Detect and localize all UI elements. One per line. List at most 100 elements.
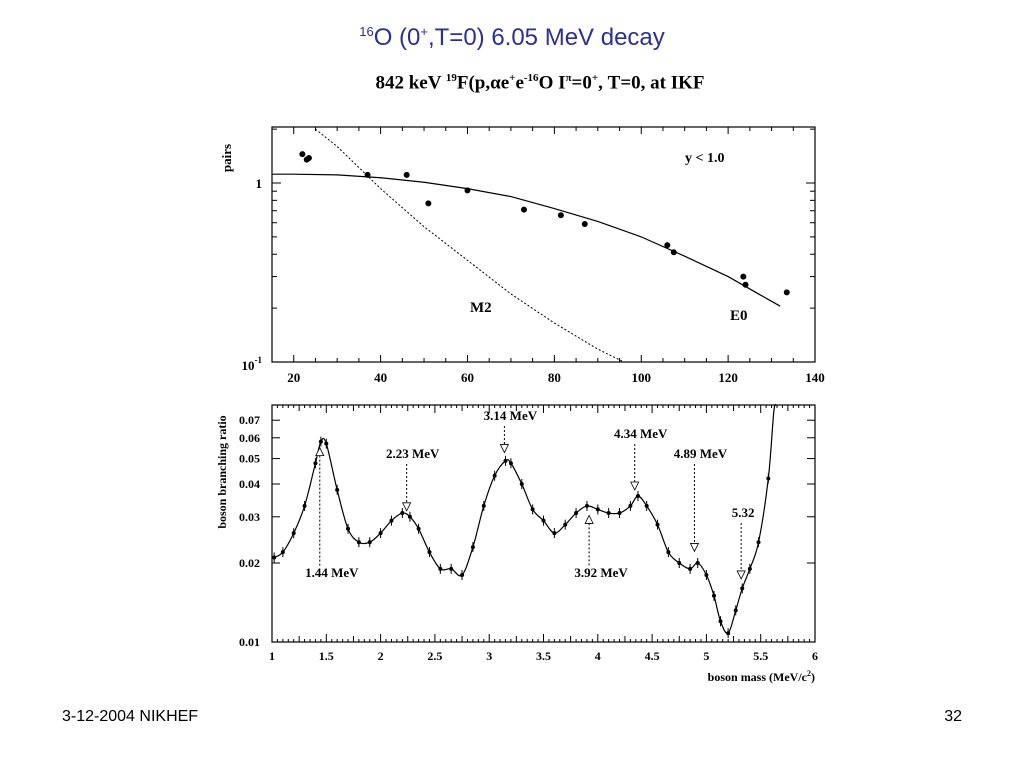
title-rest: ,T=0) 6.05 MeV decay bbox=[427, 24, 665, 51]
top-data-point bbox=[664, 242, 671, 249]
annotation-arrow bbox=[499, 444, 510, 454]
plot-title-part1: 842 keV bbox=[375, 72, 446, 94]
bottom-data-point bbox=[695, 561, 700, 565]
annotation-arrow bbox=[736, 570, 746, 580]
annotation-arrow bbox=[402, 502, 412, 512]
bottom-y-tick-label: 0.04 bbox=[239, 477, 260, 491]
bottom-data-point bbox=[635, 494, 640, 499]
bottom-data-point bbox=[688, 566, 693, 571]
plot-title-e2: e bbox=[515, 72, 524, 94]
annotation-arrow bbox=[630, 481, 640, 491]
bottom-x-tick-label: 2.5 bbox=[427, 649, 442, 663]
bottom-data-point bbox=[541, 518, 546, 523]
bottom-data-point bbox=[712, 593, 717, 598]
bottom-data-point bbox=[302, 503, 307, 508]
bottom-data-point bbox=[324, 441, 329, 446]
top-ytick-1: 1 bbox=[256, 176, 263, 191]
e0-curve bbox=[272, 173, 781, 307]
top-annotation: y < 1.0 bbox=[685, 151, 724, 166]
bottom-data-point bbox=[756, 540, 761, 545]
bottom-x-tick-label: 5.5 bbox=[753, 649, 768, 663]
footer-date-venue: 3-12-2004 NIKHEF bbox=[62, 708, 199, 725]
bottom-data-point bbox=[335, 487, 340, 492]
bottom-data-point bbox=[400, 511, 405, 516]
bottom-data-point bbox=[655, 522, 660, 527]
bottom-data-point bbox=[617, 511, 622, 516]
top-plot-frame bbox=[271, 126, 816, 363]
top-x-tick-label: 60 bbox=[461, 370, 474, 385]
bottom-data-point bbox=[628, 503, 633, 508]
top-ylabel: pairs bbox=[219, 144, 234, 172]
top-x-tick-label: 140 bbox=[805, 370, 825, 385]
bottom-data-point bbox=[606, 511, 611, 516]
bottom-x-tick-label: 2 bbox=[378, 649, 384, 663]
branching-ratio-curve bbox=[273, 403, 777, 635]
bottom-y-tick-label: 0.01 bbox=[239, 635, 260, 649]
bottom-x-tick-label: 3.5 bbox=[536, 649, 551, 663]
top-data-point bbox=[740, 273, 747, 280]
plot-title-sup-pi: π bbox=[565, 72, 572, 84]
bottom-data-point bbox=[280, 550, 285, 555]
bottom-data-point bbox=[584, 503, 589, 508]
bottom-data-point bbox=[740, 586, 745, 591]
bottom-data-point bbox=[677, 561, 682, 565]
m2-label: M2 bbox=[470, 300, 492, 316]
annotation-label: 4.34 MeV bbox=[614, 426, 668, 441]
bottom-x-tick-label: 5 bbox=[703, 649, 709, 663]
bottom-data-point bbox=[389, 518, 394, 523]
title-element: O (0 bbox=[373, 24, 421, 51]
bottom-data-point bbox=[346, 526, 351, 531]
top-x-tick-label: 120 bbox=[718, 370, 738, 385]
bottom-data-point bbox=[449, 566, 454, 571]
top-data-point bbox=[364, 171, 371, 178]
title-parity: + bbox=[420, 24, 428, 39]
plot-title-part2: F(p, bbox=[456, 72, 491, 94]
plot-title: 842 keV 19F(p,αe+e-16O Iπ=0+, T=0, at IK… bbox=[270, 72, 810, 94]
m2-curve bbox=[315, 128, 625, 363]
bottom-y-tick-label: 0.06 bbox=[239, 431, 260, 445]
bottom-data-point bbox=[726, 631, 731, 636]
bottom-data-point bbox=[644, 503, 649, 508]
top-data-point bbox=[520, 206, 527, 213]
bottom-data-point bbox=[460, 573, 465, 578]
annotation-label: 3.92 MeV bbox=[574, 565, 628, 580]
annotation-arrow bbox=[584, 514, 594, 524]
annotation-label: 3.14 MeV bbox=[484, 408, 538, 423]
plot-title-part4: =0 bbox=[571, 72, 592, 94]
bottom-data-point bbox=[313, 461, 318, 466]
bottom-ylabel: boson branching ratio bbox=[215, 415, 229, 528]
top-x-tick-label: 20 bbox=[287, 370, 300, 385]
bottom-data-point bbox=[552, 531, 557, 536]
bottom-data-point bbox=[733, 608, 738, 613]
footer-slide-number: 32 bbox=[944, 708, 962, 725]
bottom-data-point bbox=[438, 566, 443, 571]
bottom-x-tick-label: 3 bbox=[486, 649, 492, 663]
bottom-data-point bbox=[563, 522, 568, 527]
bottom-data-point bbox=[718, 619, 723, 624]
bottom-data-point bbox=[508, 461, 513, 466]
top-data-point bbox=[670, 249, 677, 256]
bottom-data-point bbox=[378, 531, 383, 536]
plot-title-e: e bbox=[500, 72, 510, 94]
bottom-xlabel-close: ) bbox=[811, 670, 815, 684]
title-mass-number: 16 bbox=[359, 24, 374, 39]
bottom-xlabel-sup: 2 bbox=[807, 669, 811, 678]
bottom-data-point bbox=[318, 439, 323, 444]
bottom-data-point bbox=[470, 545, 475, 550]
bottom-data-point bbox=[595, 507, 600, 512]
bottom-data-point bbox=[666, 550, 671, 555]
bottom-data-point bbox=[416, 526, 421, 531]
bottom-data-point bbox=[272, 555, 277, 560]
bottom-data-point bbox=[530, 507, 535, 512]
plot-title-sup-plus2: + bbox=[591, 72, 599, 84]
annotation-label: 2.23 MeV bbox=[386, 446, 440, 461]
annotation-arrow bbox=[315, 446, 325, 457]
bottom-data-point bbox=[356, 540, 361, 545]
bottom-x-tick-label: 4 bbox=[595, 649, 601, 663]
top-data-point bbox=[464, 187, 471, 194]
slide-title: 16O (0+,T=0) 6.05 MeV decay bbox=[0, 24, 1024, 52]
bottom-y-tick-label: 0.02 bbox=[239, 556, 260, 570]
plot-title-part3: O I bbox=[538, 72, 566, 94]
top-data-point bbox=[581, 221, 588, 228]
